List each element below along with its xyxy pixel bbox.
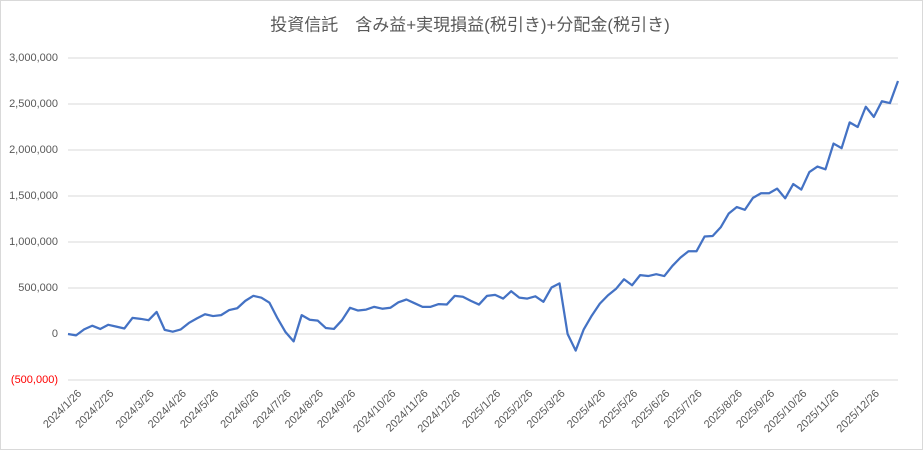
y-tick-label: 500,000: [18, 282, 58, 294]
y-tick-label: 0: [52, 328, 58, 340]
y-tick-label: 1,000,000: [9, 236, 58, 248]
y-tick-label: (500,000): [11, 374, 58, 386]
y-tick-label: 1,500,000: [9, 190, 58, 202]
chart-title: 投資信託 含み益+実現損益(税引き)+分配金(税引き): [270, 15, 670, 34]
y-tick-label: 2,000,000: [9, 144, 58, 156]
y-tick-label: 3,000,000: [9, 52, 58, 64]
data-line: [67, 80, 900, 352]
y-tick-label: 2,500,000: [9, 98, 58, 110]
